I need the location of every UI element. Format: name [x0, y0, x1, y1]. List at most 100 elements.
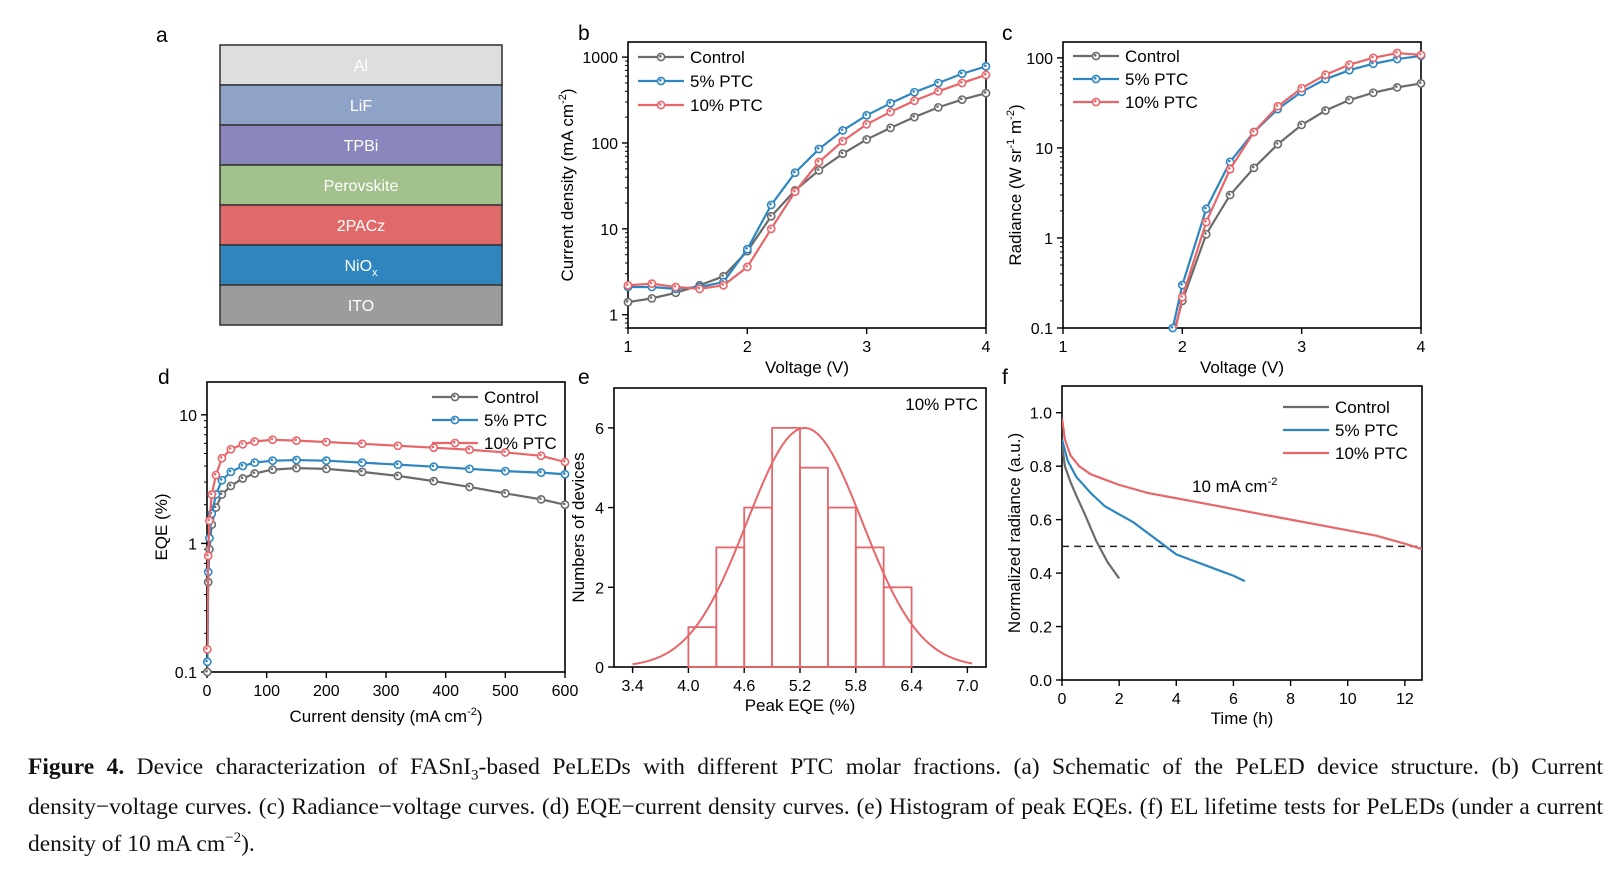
caption-text-3: ).	[241, 830, 255, 857]
c-series-ptc5-line	[1171, 54, 1421, 328]
c-series-ptc10-point-dot	[1347, 62, 1350, 66]
c-ytick-label: 10	[1035, 141, 1053, 158]
b-legend-marker-dot	[658, 54, 662, 58]
d-xlabel-sup: -2	[467, 706, 477, 718]
c-series-control-point-dot	[1299, 122, 1303, 126]
e-xtick-label: 7.0	[956, 678, 978, 695]
layer-label-text: Perovskite	[324, 178, 399, 195]
e-histogram-bar	[827, 506, 857, 668]
e-histogram-bar	[687, 626, 718, 668]
c-series-ptc10-point-dot	[1299, 86, 1303, 89]
e-ytick-label: 6	[595, 421, 604, 438]
c-xtick-label: 3	[1297, 339, 1306, 356]
d-series-ptc5-point-dot	[503, 469, 506, 472]
b-series-ptc10-point-dot	[960, 80, 963, 84]
c-series-control-point-dot	[1275, 142, 1279, 145]
d-xtick-label: 600	[552, 683, 579, 700]
d-series-control-line	[207, 467, 565, 672]
d-series-control-point-dot	[228, 483, 232, 487]
d-ytick-label: 10	[179, 408, 197, 425]
b-ytick-label: 100	[591, 136, 618, 153]
d-legend-label: Control	[484, 388, 539, 407]
c-series-ptc5-point-dot	[1204, 206, 1207, 210]
panel-a-device-stack: Al LiF TPBi Perovskite 2PACz NiOx ITO	[219, 44, 503, 326]
e-ylabel: Numbers of devices	[569, 452, 588, 602]
c-series-control-point-dot	[1371, 90, 1374, 94]
b-xlabel: Voltage (V)	[765, 358, 849, 377]
layer-label-4: Perovskite	[324, 178, 399, 195]
d-xtick-label: 300	[373, 683, 400, 700]
b-series-ptc5-point-dot	[983, 64, 987, 67]
d-series-ptc10-point-dot	[539, 453, 542, 457]
c-series-ptc10-point-dot	[1418, 52, 1422, 56]
f-ytick-label: 0.0	[1030, 673, 1052, 690]
d-series-ptc10-point-dot	[360, 441, 363, 445]
f-ylabel: Normalized radiance (a.u.)	[1005, 433, 1024, 633]
c-series-ptc10-point-dot	[1275, 104, 1279, 107]
layer-label-3: TPBi	[344, 138, 379, 155]
c-series-ptc10-point-dot	[1251, 129, 1255, 133]
layer-label-1: Al	[354, 58, 368, 75]
b-series-control-point-dot	[769, 214, 772, 217]
c-xlabel-text: Voltage (V)	[1200, 358, 1284, 377]
e-gaussian-fit	[632, 426, 973, 666]
b-ylabel-sup: -2	[557, 94, 569, 104]
b-series-control-point-dot	[864, 137, 868, 140]
c-ytick-label: 1	[1044, 231, 1053, 248]
d-series-control-point-dot	[270, 467, 274, 471]
layer-label-6: NiOx	[344, 258, 378, 279]
d-series-ptc10-point-dot	[228, 447, 232, 450]
panel-e-peak-eqe-histogram: 3.4 4.0 4.6 5.2 5.8 6.4 7.0 0 2 4 6 10% PTC Peak EQE…	[569, 387, 987, 715]
d-ylabel: EQE (%)	[152, 493, 171, 560]
b-series-ptc5-point-dot	[936, 80, 939, 84]
layer-label-text: ITO	[348, 298, 374, 315]
c-series-ptc5-point-dot	[1180, 282, 1183, 286]
b-series-ptc10-point-dot	[983, 72, 987, 76]
b-xtick-label: 4	[982, 339, 991, 356]
panel-label-b: b	[578, 22, 590, 45]
panel-label-a: a	[156, 24, 168, 47]
d-series-ptc10-point-dot	[431, 445, 435, 449]
f-ylabel-text: Normalized radiance (a.u.)	[1005, 433, 1024, 633]
d-series-ptc5-point-dot	[395, 462, 399, 466]
f-series-ptc10-line	[1062, 417, 1422, 551]
figure-caption: Figure 4. Device characterization of FAS…	[28, 752, 1603, 860]
b-series-control-point-dot	[649, 296, 653, 299]
c-legend-marker-dot	[1093, 53, 1097, 57]
f-ytick-label: 0.8	[1030, 459, 1052, 476]
e-histogram-bar	[799, 466, 829, 668]
layer-4	[219, 164, 503, 206]
b-ytick-label: 1	[609, 308, 618, 325]
layer-label-text: NiO	[344, 258, 372, 275]
panel-label-c: c	[1002, 22, 1013, 45]
d-series-ptc5-point-dot	[294, 457, 298, 461]
panel-label-d: d	[158, 366, 170, 389]
e-xtick-label: 5.8	[845, 678, 867, 695]
b-ylabel-text: Current density (mA cm	[558, 104, 577, 282]
b-xlabel-text: Voltage (V)	[765, 358, 849, 377]
f-xtick-label: 8	[1286, 691, 1295, 708]
f-annotation-sup: -2	[1268, 476, 1278, 488]
panel-c-radiance-voltage: 1 2 3 4 0.1 1 10 100 Control 5% PTC 10% PTC Voltage…	[1005, 41, 1426, 377]
d-series-ptc10-point-dot	[207, 518, 210, 522]
d-series-ptc5-point-dot	[431, 464, 435, 468]
c-series-control-point-dot	[1323, 108, 1327, 112]
b-ylabel: Current density (mA cm-2)	[557, 88, 577, 281]
f-ytick-label: 0.4	[1030, 566, 1052, 583]
c-ylabel-text: )	[1006, 104, 1025, 110]
b-xtick-label: 1	[624, 339, 633, 356]
c-ytick-label: 100	[1026, 51, 1053, 68]
f-xtick-label: 10	[1339, 691, 1357, 708]
layer-7	[219, 284, 503, 326]
b-xtick-label: 3	[862, 339, 871, 356]
d-series-ptc10-point-dot	[324, 439, 327, 443]
f-xtick-label: 4	[1172, 691, 1181, 708]
b-legend-marker-dot	[658, 102, 662, 106]
d-series-control-point-dot	[431, 479, 435, 482]
b-ytick-label: 10	[600, 222, 618, 239]
b-series-ptc10-point-dot	[936, 89, 939, 92]
d-series-control-point-dot	[503, 491, 506, 494]
d-series-ptc10-point-dot	[467, 447, 471, 451]
d-series-control-point-dot	[240, 476, 244, 479]
d-ytick-label: 1	[188, 536, 197, 553]
